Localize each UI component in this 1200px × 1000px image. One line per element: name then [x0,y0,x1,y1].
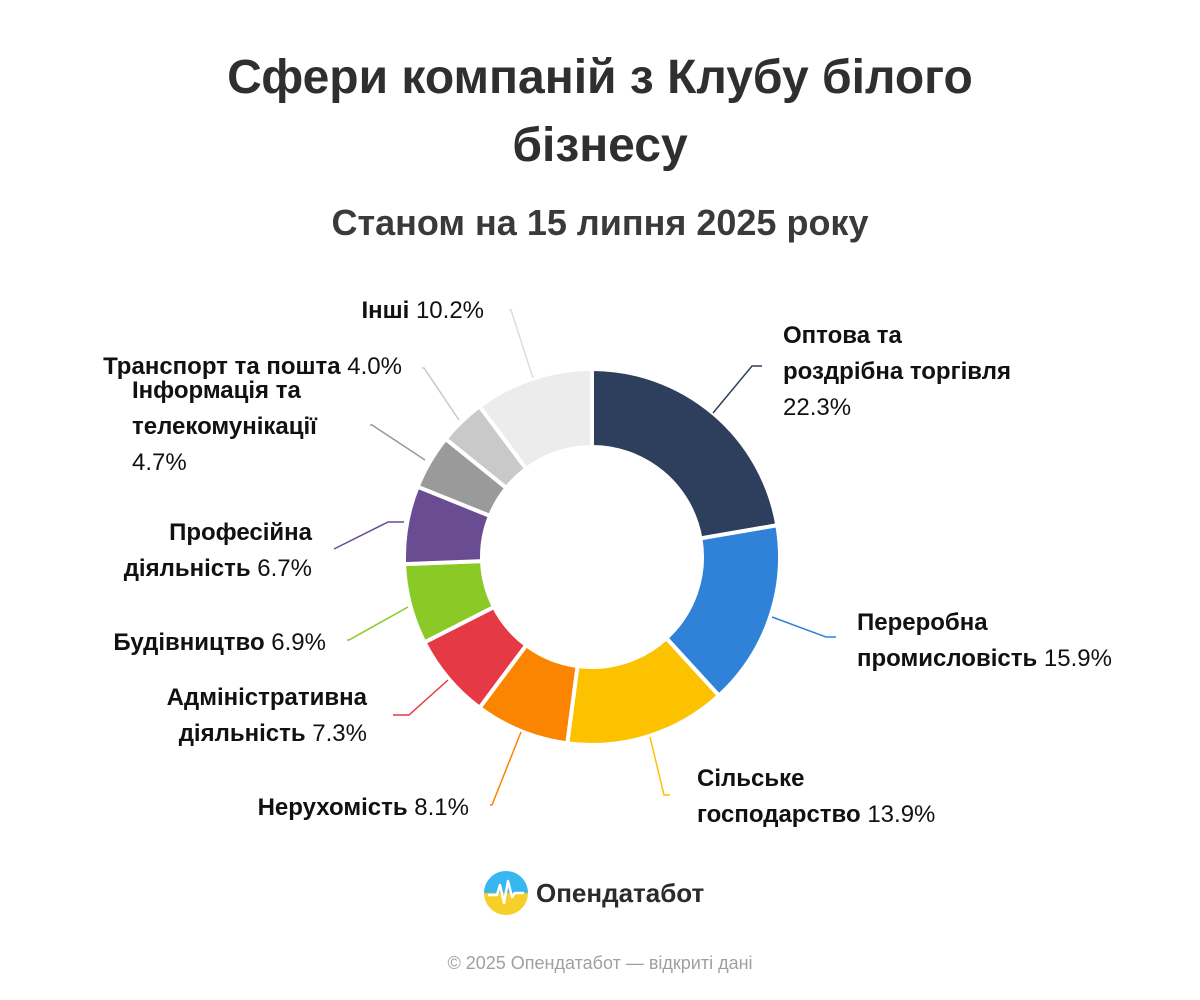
slice-value-label: 4.7% [132,449,187,476]
slice-label-text: Інші [361,297,409,324]
slice-value-label: 8.1% [408,794,469,821]
brand: Опендатабот [484,870,704,916]
leader-line-10 [509,309,534,379]
chart-title-line-2: бізнесу [512,119,688,172]
leader-line-4 [490,731,522,806]
slice-label-7: Професійна діяльність 6.7% [124,519,313,582]
footer-copyright: © 2025 Опендатабот — відкриті дані [447,953,753,973]
slice-value-label: 22.3% [783,394,851,421]
slice-label-5: Адміністративна діяльність 7.3% [167,684,368,747]
slice-label-text: Переробна [857,609,988,636]
chart-subtitle: Станом на 15 липня 2025 року [331,202,869,243]
slice-label-text: Сільське [697,765,804,792]
slice-label-text: діяльність [124,555,251,582]
leader-line-7 [333,521,404,550]
slice-value-label: 6.7% [251,555,312,582]
donut-slice-1 [590,367,780,541]
slice-value-label: 13.9% [861,801,936,828]
leader-line-3 [649,736,670,796]
slice-label-text: роздрібна торгівля [783,358,1011,385]
leader-line-1 [712,365,762,414]
slice-label-9: Транспорт та пошта 4.0% [103,353,402,380]
slice-value-label: 6.9% [265,629,326,656]
slice-label-text: Оптова та [783,322,902,349]
slice-label-6: Будівництво 6.9% [113,629,326,656]
slice-label-1: Оптова та роздрібна торгівля 22.3% [783,322,1011,421]
slice-label-text: діяльність [179,720,306,747]
slice-label-10: Інші 10.2% [361,297,484,324]
slice-label-text: Будівництво [113,629,264,656]
slice-label-2: Переробна промисловість 15.9% [857,609,1112,672]
chart-title-line-1: Сфери компаній з Клубу білого [227,51,973,104]
brand-name: Опендатабот [536,877,705,908]
slice-label-8: Інформація та телекомунікації 4.7% [132,377,318,476]
leader-line-6 [347,606,409,641]
slice-label-text: Інформація та [132,377,301,404]
leader-line-8 [370,424,426,461]
opendatabot-logo-icon [484,871,528,915]
leader-line-5 [393,679,449,716]
slice-value-label: 15.9% [1037,645,1112,672]
leader-line-9 [422,367,460,421]
slice-label-text: Нерухомість [258,794,408,821]
slice-label-text: Професійна [169,519,313,546]
slice-label-4: Нерухомість 8.1% [258,794,469,821]
slice-label-text: Транспорт та пошта [103,353,341,380]
slice-label-text: господарство [697,801,861,828]
slice-value-label: 4.0% [341,353,402,380]
slice-value-label: 10.2% [409,297,484,324]
chart-title: Сфери компаній з Клубу білого бізнесу [0,44,1200,180]
slice-value-label: 7.3% [306,720,367,747]
slice-label-3: Сільське господарство 13.9% [697,765,935,828]
donut-slice-10 [477,367,594,471]
slice-label-text: телекомунікації [132,413,318,440]
slice-label-text: промисловість [857,645,1037,672]
slice-label-text: Адміністративна [167,684,368,711]
leader-line-2 [771,616,836,638]
